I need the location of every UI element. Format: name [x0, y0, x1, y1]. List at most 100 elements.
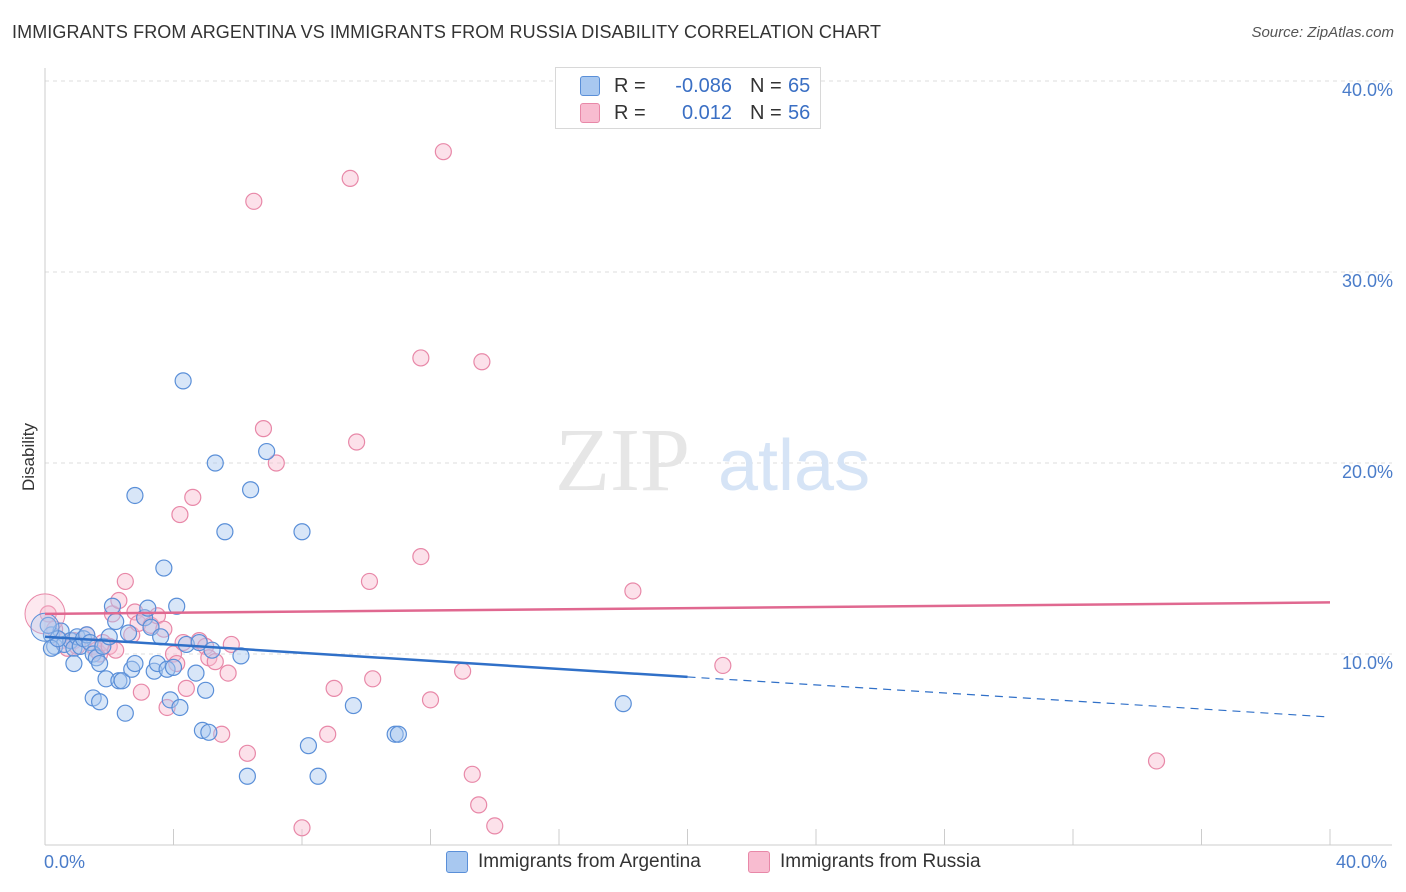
russia-point-27	[171, 505, 189, 524]
trend-lines	[44, 601, 1331, 718]
legend-item-argentina[interactable]: Immigrants from Argentina	[446, 851, 701, 873]
argentina-point-52	[238, 767, 256, 785]
watermark-zip: ZIP	[555, 411, 690, 510]
russia-point-19	[132, 683, 150, 701]
russia-point-47	[360, 572, 379, 591]
russia-point-60	[1147, 752, 1166, 770]
russia-trend-line	[44, 601, 1331, 616]
russia-point-39	[245, 192, 263, 210]
russia-point-14	[110, 591, 128, 610]
legend-row-russia: R = 0.012 N = 56	[580, 100, 810, 126]
argentina-point-61	[614, 695, 632, 713]
x-tick-label-min: 0.0%	[44, 852, 86, 872]
argentina-point-40	[171, 698, 189, 717]
argentina-point-24	[116, 704, 134, 722]
r-value: 0.012	[681, 101, 732, 124]
argentina-point-36	[158, 660, 176, 678]
argentina-point-15	[91, 693, 109, 711]
legend-item-russia[interactable]: Immigrants from Russia	[748, 851, 981, 873]
russia-point-59	[714, 656, 732, 675]
correlation-legend: R = -0.086 N = 65 R = 0.012 N = 56	[555, 67, 821, 129]
n-label: N =	[750, 74, 782, 97]
argentina-point-23	[113, 672, 131, 690]
argentina-point-38	[164, 658, 183, 676]
x-tick-label-max: 40.0%	[1336, 852, 1388, 872]
argentina-point-48	[203, 641, 221, 659]
n-value: 56	[788, 101, 811, 124]
argentina-point-28	[126, 486, 144, 505]
russia-swatch	[748, 851, 770, 873]
russia-point-51	[421, 691, 440, 709]
watermark: ZIP atlas	[555, 411, 870, 510]
russia-point-41	[267, 454, 285, 472]
russia-point-45	[341, 169, 359, 188]
russia-point-43	[319, 725, 337, 743]
r-label: R =	[614, 74, 646, 97]
legend-row-argentina: R = -0.086 N = 65	[580, 73, 810, 99]
argentina-point-34	[152, 628, 170, 646]
argentina-point-33	[148, 654, 167, 673]
russia-point-53	[454, 662, 472, 680]
russia-point-57	[486, 817, 504, 835]
legend-label: Immigrants from Argentina	[478, 851, 701, 872]
argentina-point-16	[91, 654, 109, 673]
grid-lines	[45, 80, 1392, 655]
argentina-point-47	[200, 723, 218, 741]
chart-title: IMMIGRANTS FROM ARGENTINA VS IMMIGRANTS …	[12, 22, 882, 42]
n-value: 65	[788, 74, 811, 97]
russia-point-44	[325, 679, 343, 697]
argentina-point-17	[94, 637, 112, 655]
argentina-point-50	[216, 523, 234, 541]
argentina-point-58	[344, 696, 362, 715]
r-value: -0.086	[675, 74, 732, 97]
argentina-point-57	[309, 767, 327, 785]
y-tick-label-0: 10.0%	[1342, 653, 1393, 673]
russia-point-48	[364, 670, 382, 688]
argentina-point-54	[258, 442, 276, 461]
argentina-point-46	[197, 681, 215, 699]
argentina-point-21	[107, 612, 125, 631]
y-tick-label-3: 40.0%	[1342, 80, 1393, 100]
y-tick-label-1: 20.0%	[1342, 462, 1393, 482]
argentina-point-35	[155, 559, 173, 577]
argentina-point-53	[242, 481, 260, 499]
russia-point-35	[213, 725, 231, 743]
russia-point-52	[434, 143, 452, 161]
legend-label: Immigrants from Russia	[780, 851, 981, 872]
y-tick-labels: 10.0% 20.0% 30.0% 40.0%	[1342, 80, 1393, 673]
russia-swatch	[580, 103, 600, 123]
russia-point-55	[470, 796, 488, 814]
argentina-point-63	[42, 639, 61, 657]
argentina-point-45	[193, 721, 212, 740]
russia-point-54	[463, 765, 481, 783]
argentina-point-27	[126, 654, 144, 673]
r-label: R =	[614, 101, 646, 124]
argentina-point-55	[293, 523, 311, 541]
russia-point-42	[293, 819, 311, 837]
argentina-point-6	[65, 654, 83, 673]
argentina-point-20	[103, 597, 122, 615]
argentina-point-25	[119, 624, 138, 642]
argentina-swatch	[580, 76, 600, 96]
russia-point-36	[219, 664, 237, 682]
argentina-point-62	[39, 616, 57, 634]
russia-point-50	[412, 547, 430, 566]
russia-point-40	[254, 420, 273, 438]
russia-point-58	[624, 582, 642, 600]
axes	[44, 68, 1392, 846]
y-tick-label-2: 30.0%	[1342, 271, 1393, 291]
argentina-point-41	[174, 372, 192, 390]
series-argentina	[30, 372, 632, 785]
russia-point-46	[348, 433, 366, 451]
source-label: Source: ZipAtlas.com	[1251, 24, 1394, 41]
russia-point-29	[177, 679, 195, 697]
argentina-point-56	[299, 737, 318, 755]
watermark-atlas: atlas	[718, 426, 870, 506]
n-label: N =	[750, 101, 782, 124]
argentina-point-49	[206, 454, 224, 472]
argentina-swatch	[446, 851, 468, 873]
argentina-point-60	[389, 725, 407, 743]
argentina-trend-line	[44, 635, 688, 679]
russia-point-30	[184, 488, 202, 506]
